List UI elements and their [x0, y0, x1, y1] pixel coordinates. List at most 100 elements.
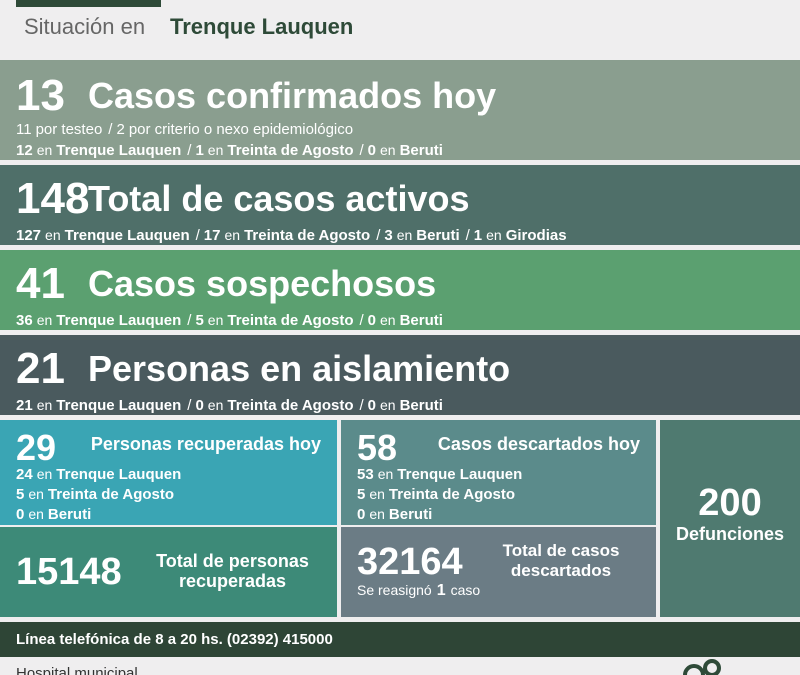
connector: en [377, 466, 394, 482]
count: 12 [16, 142, 33, 159]
note-text: caso [450, 582, 481, 598]
title: Defunciones [675, 524, 785, 544]
count: 24 [16, 466, 33, 483]
note-count: 1 [436, 582, 446, 599]
place: Beruti [399, 312, 443, 329]
count: 0 [16, 506, 25, 523]
separator: / [187, 397, 192, 414]
breakdown-line: 24 en Trenque Lauquen [16, 467, 181, 482]
breakdown-line: 12 en Trenque Lauquen/1 en Treinta de Agosto… [16, 143, 443, 158]
count: 5 [16, 486, 25, 503]
title: Total de casos descartados [502, 541, 620, 580]
connector: en [369, 506, 385, 522]
title: Personas en aislamiento [88, 348, 511, 389]
separator: / [359, 312, 364, 329]
breakdown-line: 53 en Trenque Lauquen [357, 467, 522, 482]
method: por criterio o nexo epidemiológico [128, 121, 354, 138]
active-panel: 148 Total de casos activos 127 en Trenque La… [0, 165, 800, 245]
connector: en [207, 142, 224, 158]
deaths-panel: 200 Defunciones [660, 420, 800, 617]
method: por testeo [35, 121, 103, 138]
place: Beruti [47, 506, 92, 523]
separator: / [359, 142, 364, 159]
title: Casos sospechosos [88, 263, 437, 304]
separator: / [187, 142, 192, 159]
title: Personas recuperadas hoy [90, 434, 321, 454]
separator: / [195, 227, 200, 244]
count: 2 [116, 121, 125, 138]
place: Treinta de Agosto [47, 486, 175, 503]
breakdown-line: 21 en Trenque Lauquen/0 en Treinta de Agosto… [16, 398, 443, 413]
connector: en [380, 142, 396, 158]
place: Trenque Lauquen [56, 312, 182, 329]
place: Treinta de Agosto [227, 397, 354, 414]
header-label: Situación en [24, 14, 146, 39]
connector: en [28, 486, 44, 502]
separator: / [187, 312, 192, 329]
title: Casos confirmados hoy [88, 75, 497, 116]
count: 127 [16, 227, 42, 244]
place: Treinta de Agosto [244, 227, 371, 244]
count: 148 [16, 174, 90, 223]
count: 21 [16, 397, 33, 414]
bottom-label: Hospital municipal [16, 665, 138, 675]
breakdown-line: 127 en Trenque Lauquen/17 en Treinta de Agos… [16, 228, 567, 243]
separator: / [376, 227, 381, 244]
footer-phone: Línea telefónica de 8 a 20 hs. (02392) 4… [16, 631, 333, 648]
connector: en [36, 397, 53, 413]
count: 0 [367, 397, 377, 414]
place: Beruti [399, 397, 443, 414]
count: 5 [195, 312, 204, 329]
isolation-panel: 21 Personas en aislamiento 21 en Trenque Lau… [0, 335, 800, 415]
count: 17 [203, 227, 221, 244]
connector: en [380, 397, 396, 413]
count: 1 [195, 142, 204, 159]
place: Beruti [399, 142, 443, 159]
place: Girodias [505, 227, 567, 244]
note-text: Se reasignó [357, 582, 432, 598]
place: Trenque Lauquen [56, 397, 182, 414]
connector: en [36, 466, 53, 482]
breakdown-line: 36 en Trenque Lauquen/5 en Treinta de Agosto… [16, 313, 443, 328]
footer-bar: Línea telefónica de 8 a 20 hs. (02392) 4… [0, 622, 800, 657]
count: 11 [16, 121, 32, 138]
note: Se reasignó 1 caso [357, 583, 480, 599]
discarded-today-panel: 58 Casos descartados hoy 53 en Trenque Lauqu… [341, 420, 656, 525]
count: 53 [357, 466, 374, 483]
count: 5 [357, 486, 366, 503]
count: 0 [357, 506, 366, 523]
confirmed-panel: 13 Casos confirmados hoy 12 en Trenque Lauqu… [0, 60, 800, 160]
count: 1 [473, 227, 483, 244]
breakdown-line: 5 en Treinta de Agosto [16, 487, 174, 502]
breakdown-line: 0 en Beruti [16, 507, 91, 522]
count: 0 [367, 142, 377, 159]
place: Treinta de Agosto [388, 486, 516, 503]
title: Total de personas recuperadas [156, 551, 309, 591]
place: Trenque Lauquen [64, 227, 190, 244]
count: 0 [195, 397, 204, 414]
connector: en [224, 227, 241, 243]
connector: en [207, 397, 224, 413]
connector: en [486, 227, 502, 243]
count: 3 [384, 227, 393, 244]
connector: en [369, 486, 385, 502]
title: Total de casos activos [88, 178, 470, 219]
logo [683, 659, 721, 675]
separator: / [359, 397, 364, 414]
place: Trenque Lauquen [397, 466, 523, 483]
connector: en [36, 142, 53, 158]
title: Casos descartados hoy [437, 434, 640, 454]
separator: / [108, 121, 113, 138]
breakdown-line: 0 en Beruti [357, 507, 432, 522]
suspected-panel: 41 Casos sospechosos 36 en Trenque Lauquen/5… [0, 250, 800, 330]
count: 58 [357, 427, 398, 468]
place: Trenque Lauquen [56, 466, 182, 483]
count: 13 [16, 71, 65, 120]
method-line: 11 por testeo /2 por criterio o nexo epidem… [16, 122, 353, 137]
place: Beruti [388, 506, 433, 523]
count: 0 [367, 312, 377, 329]
place: Beruti [416, 227, 460, 244]
count: 32164 [357, 541, 463, 583]
place: Treinta de Agosto [227, 312, 354, 329]
